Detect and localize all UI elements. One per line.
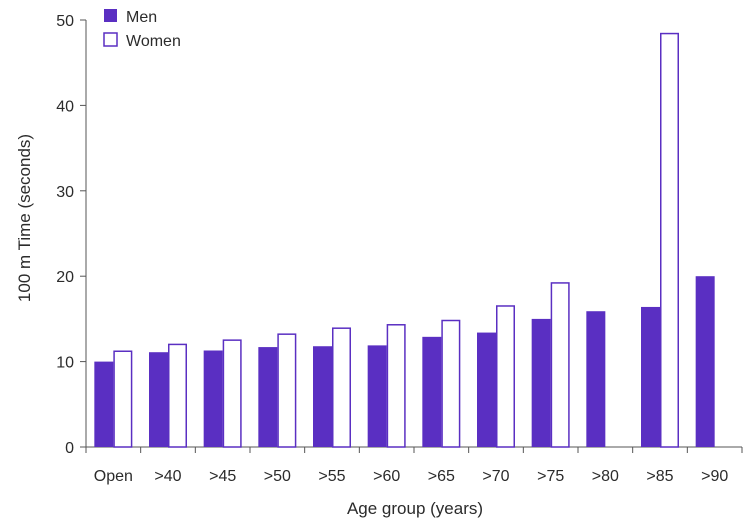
bar-men-gt55 — [313, 346, 332, 447]
y-tick-label: 50 — [56, 13, 74, 30]
bar-men-gt50 — [258, 347, 278, 447]
y-axis-title: 100 m Time (seconds) — [15, 134, 34, 302]
legend-swatch-men — [104, 9, 117, 22]
bar-women-gt65 — [441, 319, 461, 448]
y-tick-label: 10 — [56, 355, 74, 372]
legend-swatch-women — [103, 32, 118, 47]
legend-label-women: Women — [126, 33, 181, 50]
chart-bars — [94, 32, 715, 448]
x-tick-label: >40 — [154, 468, 181, 485]
bar-women-gt85 — [660, 32, 679, 448]
bar-women-gt70 — [496, 305, 515, 448]
bar-men-gt65 — [422, 336, 442, 447]
bar-men-gt60 — [367, 345, 387, 447]
bar-men-gt70 — [477, 332, 496, 447]
y-tick-label: 0 — [65, 440, 74, 457]
x-tick-label: >70 — [482, 468, 509, 485]
y-tick-label: 40 — [56, 98, 74, 115]
bar-women-gt75 — [550, 282, 570, 448]
x-axis-title: Age group (years) — [347, 499, 483, 518]
x-tick-label: >55 — [318, 468, 345, 485]
x-tick-label: >90 — [701, 468, 728, 485]
bar-men-gt90 — [695, 276, 715, 447]
y-tick-label: 20 — [56, 269, 74, 286]
x-tick-label: >60 — [373, 468, 400, 485]
bar-men-open — [94, 361, 114, 447]
y-tick-label: 30 — [56, 184, 74, 201]
legend-label-men: Men — [126, 9, 157, 26]
x-tick-label: >45 — [209, 468, 236, 485]
bar-men-gt80 — [586, 311, 606, 447]
bar-men-gt75 — [531, 318, 551, 447]
chart-legend: Men Women — [103, 9, 181, 50]
chart-ticks: 0 10 20 30 40 50 Open >40 >45 >50 >55 >60 >65 >70 >75 >… — [56, 13, 743, 485]
bar-men-gt40 — [149, 352, 168, 447]
x-tick-label: >85 — [646, 468, 673, 485]
x-tick-label: >75 — [537, 468, 564, 485]
bar-men-gt45 — [203, 350, 223, 447]
x-tick-label: >50 — [264, 468, 291, 485]
bar-women-gt50 — [277, 333, 297, 448]
x-tick-label: >65 — [428, 468, 455, 485]
x-tick-label: Open — [94, 468, 133, 485]
bar-women-gt55 — [332, 327, 351, 448]
bar-women-gt60 — [386, 324, 406, 448]
bar-women-gt40 — [168, 343, 187, 448]
bar-men-gt85 — [641, 306, 660, 447]
bar-women-open — [113, 350, 133, 448]
bar-women-gt45 — [222, 339, 242, 448]
x-tick-label: >80 — [592, 468, 619, 485]
